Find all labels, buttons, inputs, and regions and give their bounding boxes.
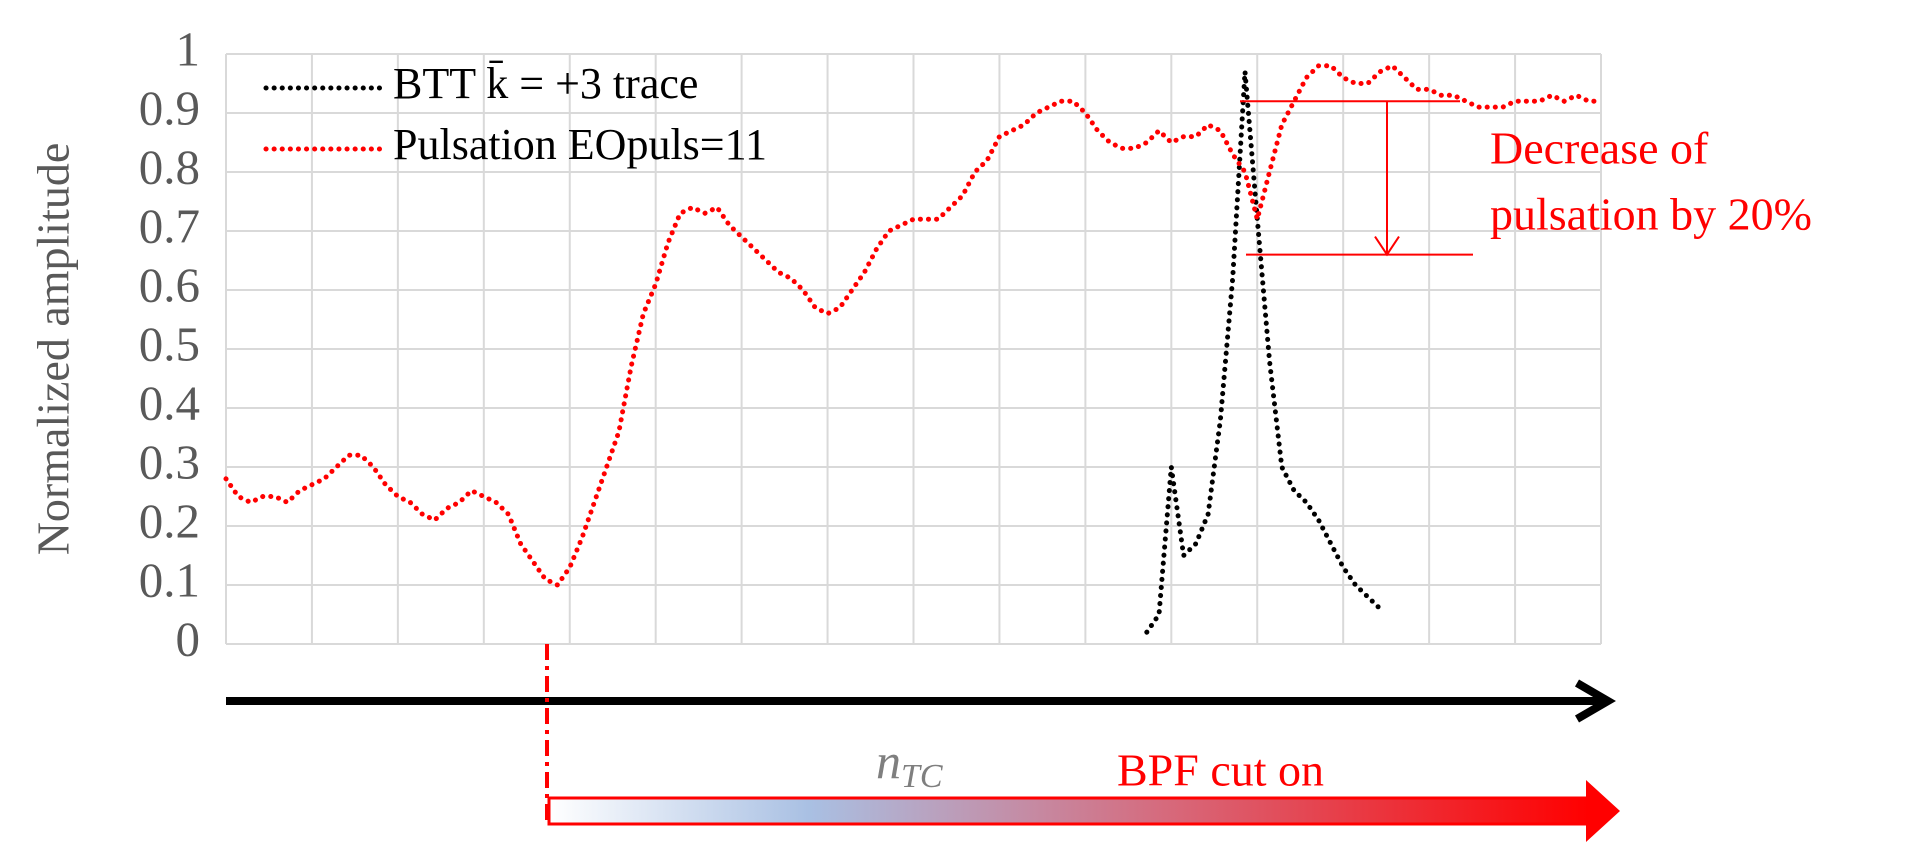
axis-note-sub: TC bbox=[901, 758, 943, 795]
legend-label: Pulsation EOpuls=11 bbox=[393, 120, 767, 169]
y-tick-label: 0.6 bbox=[139, 257, 200, 312]
series-line bbox=[1144, 71, 1383, 635]
y-tick-label: 0.3 bbox=[139, 434, 200, 489]
annotation-text: pulsation by 20% bbox=[1490, 189, 1812, 240]
filter-note: BPF cut on bbox=[1117, 745, 1324, 796]
axis-note-main: n bbox=[876, 733, 901, 789]
axis-note: nTC bbox=[876, 733, 943, 794]
y-tick-label: 0.7 bbox=[139, 198, 200, 253]
annotation-arrow-head bbox=[1374, 236, 1400, 257]
y-tick-label: 0.8 bbox=[139, 139, 200, 194]
y-tick-label: 0.5 bbox=[139, 316, 200, 371]
y-tick-label: 0.2 bbox=[139, 493, 200, 548]
y-tick-label: 0.4 bbox=[139, 375, 200, 430]
legend-label: BTT k̄ = +3 trace bbox=[393, 59, 698, 108]
series-line bbox=[223, 62, 1604, 589]
y-tick-label: 1 bbox=[176, 21, 201, 76]
y-tick-label: 0.1 bbox=[139, 552, 200, 607]
annotation-text: Decrease of bbox=[1490, 123, 1709, 174]
y-axis-label: Normalized amplitude bbox=[28, 143, 79, 556]
bpf-arrow bbox=[547, 796, 1591, 826]
bpf-arrow-head bbox=[1586, 780, 1620, 842]
y-tick-label: 0.9 bbox=[139, 80, 200, 135]
y-tick-label: 0 bbox=[176, 611, 201, 666]
axis-arrow-head bbox=[1574, 679, 1616, 723]
